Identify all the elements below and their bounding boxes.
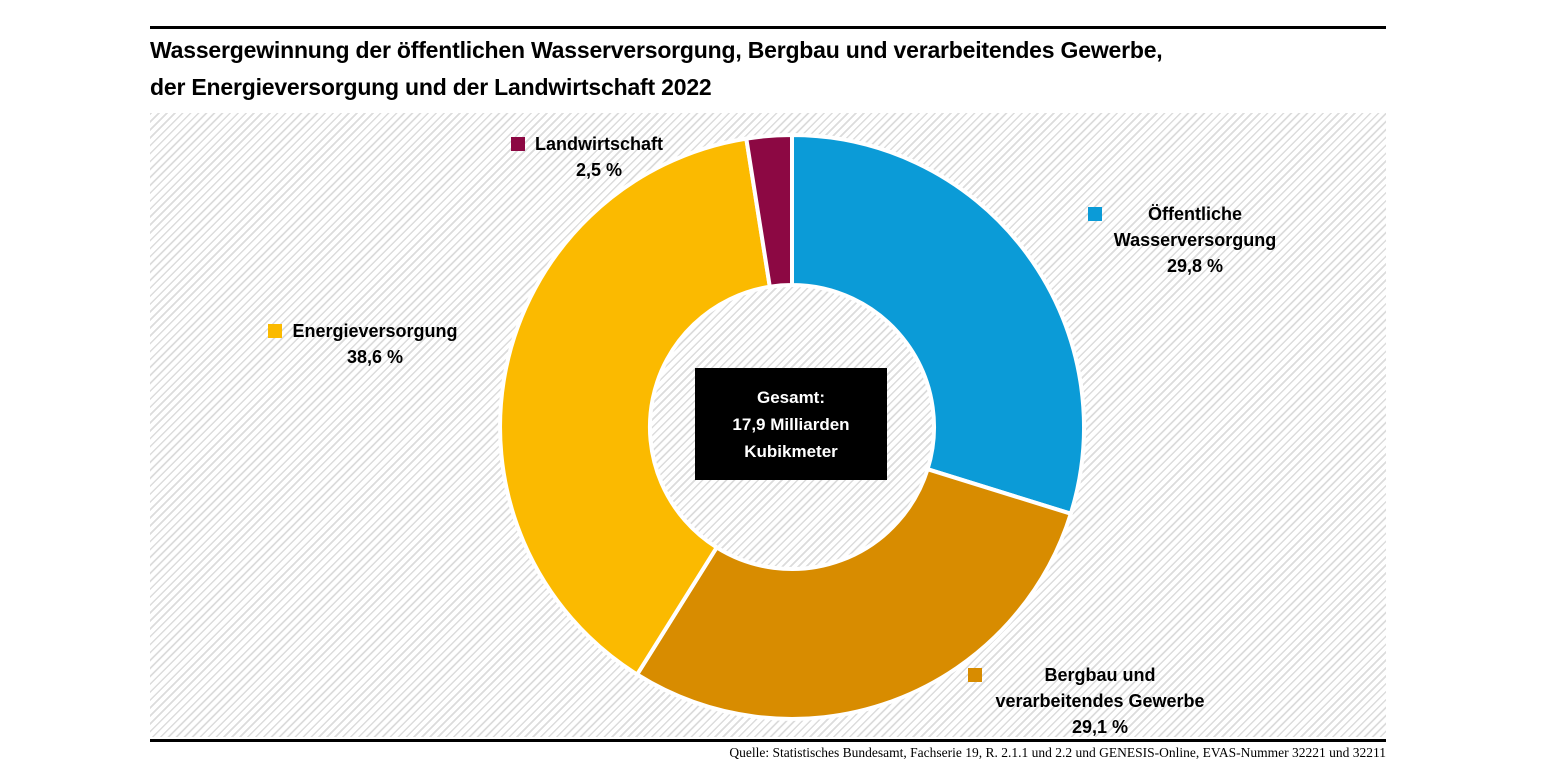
legend-value: 29,1 % bbox=[1071, 717, 1129, 737]
legend-item-bergbau: Bergbau und verarbeitendes Gewerbe 29,1 … bbox=[968, 662, 1210, 740]
legend-label: Energieversorgung bbox=[292, 321, 458, 341]
legend-swatch-bergbau-icon bbox=[968, 668, 982, 682]
chart-total-box: Gesamt: 17,9 Milliarden Kubikmeter bbox=[695, 368, 887, 480]
source-note: Quelle: Statistisches Bundesamt, Fachser… bbox=[729, 745, 1386, 760]
donut-segment-2 bbox=[498, 136, 773, 678]
donut-chart bbox=[498, 132, 1086, 721]
bottom-rule bbox=[150, 739, 1386, 742]
legend-swatch-oeffentliche-icon bbox=[1088, 207, 1102, 221]
chart-plot-area: Gesamt: 17,9 Milliarden Kubikmeter Landw… bbox=[150, 113, 1386, 737]
top-rule bbox=[150, 26, 1386, 29]
legend-swatch-energie-icon bbox=[268, 324, 282, 338]
legend-label: Öffentliche bbox=[1147, 204, 1242, 224]
legend-value: 2,5 % bbox=[575, 160, 623, 180]
page-title: Wassergewinnung der öffentlichen Wasserv… bbox=[150, 32, 1163, 106]
legend-label: Bergbau und bbox=[1044, 665, 1156, 685]
legend-value: 38,6 % bbox=[346, 347, 404, 367]
legend-item-oeffentliche-wasserversorgung: Öffentliche Wasserversorgung 29,8 % bbox=[1088, 201, 1280, 279]
title-line-1: Wassergewinnung der öffentlichen Wasserv… bbox=[150, 37, 1163, 63]
donut-segment-3 bbox=[744, 132, 794, 289]
legend-item-landwirtschaft: Landwirtschaft 2,5 % bbox=[511, 131, 665, 183]
title-line-2: der Energieversorgung und der Landwirtsc… bbox=[150, 74, 712, 100]
total-unit: Kubikmeter bbox=[744, 441, 838, 461]
legend-label: Wasserversorgung bbox=[1113, 230, 1277, 250]
legend-item-energieversorgung: Energieversorgung 38,6 % bbox=[268, 318, 460, 370]
donut-segment-1 bbox=[634, 466, 1074, 721]
legend-swatch-landwirtschaft-icon bbox=[511, 137, 525, 151]
total-value: 17,9 Milliarden bbox=[732, 414, 850, 434]
total-label: Gesamt: bbox=[756, 387, 826, 407]
legend-value: 29,8 % bbox=[1166, 256, 1224, 276]
donut-segment-0 bbox=[790, 132, 1086, 517]
legend-label: verarbeitendes Gewerbe bbox=[995, 691, 1205, 711]
legend-label: Landwirtschaft bbox=[534, 134, 663, 154]
